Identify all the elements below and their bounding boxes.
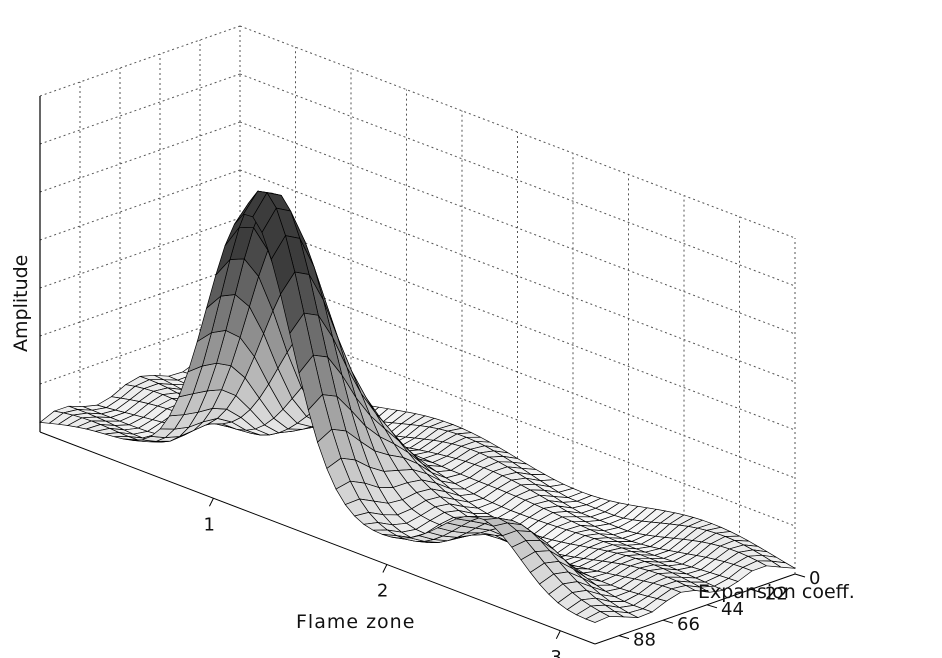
axis-ticks: 1 2 3 0 22 44 66 88: [203, 498, 820, 658]
back-wall-grid: [39, 25, 796, 574]
y-tick: [750, 588, 762, 593]
back-grid-line: [239, 169, 796, 383]
back-grid-line: [239, 217, 796, 431]
back-grid-line: [239, 73, 796, 287]
y-tick: [662, 619, 674, 624]
side-grid-line: [39, 169, 241, 241]
side-grid-line: [39, 121, 241, 193]
floor-axes: [39, 431, 796, 645]
x-axis-label: Flame zone: [296, 611, 415, 633]
y-tick-label: 22: [765, 583, 788, 604]
side-grid-line: [39, 73, 241, 145]
back-grid-line: [239, 313, 796, 527]
side-grid-line: [39, 25, 241, 97]
back-grid-line: [239, 25, 796, 239]
back-grid-line: [239, 265, 796, 479]
x-tick: [208, 498, 214, 507]
side-grid-line: [39, 265, 241, 337]
y-tick-label: 66: [677, 614, 700, 635]
x-tick-label: 3: [550, 647, 561, 658]
y-tick-label: 88: [633, 630, 656, 651]
y-tick: [794, 573, 806, 578]
y-tick: [706, 604, 718, 609]
surface-mesh: [39, 190, 796, 623]
y-tick: [618, 635, 630, 640]
z-axis-label: Amplitude: [10, 255, 32, 352]
y-axis-line: [594, 573, 796, 645]
mesh-cell: [584, 611, 611, 623]
y-axis-label: Expansion coeff.: [698, 581, 855, 603]
x-tick-label: 1: [203, 514, 214, 535]
x-tick: [555, 630, 561, 639]
x-axis-line: [39, 431, 596, 645]
back-grid-line: [239, 121, 796, 335]
x-tick-label: 2: [377, 581, 388, 602]
y-tick-label: 0: [809, 568, 820, 589]
y-tick-label: 44: [721, 599, 744, 620]
side-grid-line: [39, 217, 241, 289]
x-tick: [382, 564, 388, 573]
